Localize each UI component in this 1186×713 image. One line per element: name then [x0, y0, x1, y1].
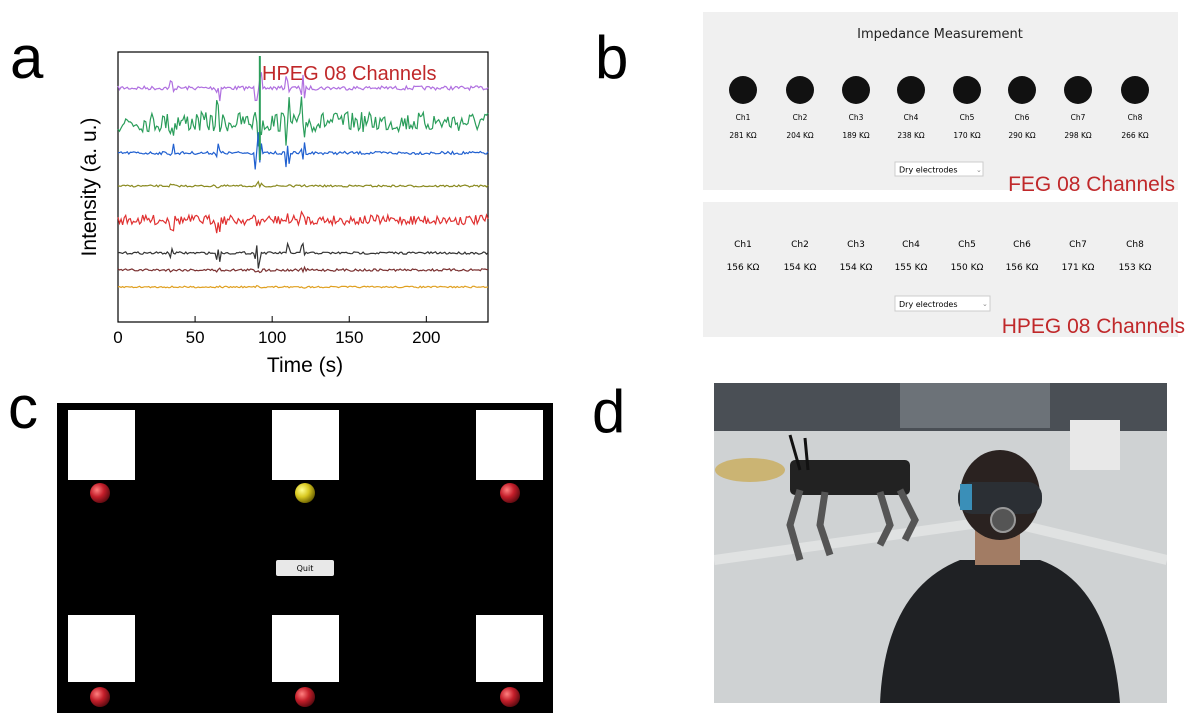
game-panel: Quit — [57, 403, 553, 713]
ball — [295, 483, 315, 503]
channel-name: Ch7 — [1071, 113, 1086, 122]
ball — [90, 483, 110, 503]
ball — [295, 687, 315, 707]
channel-indicator — [786, 76, 814, 104]
dropdown-arrow: ⌄ — [976, 167, 982, 174]
trace — [118, 182, 488, 188]
channel-impedance: 298 KΩ — [1064, 131, 1092, 140]
channel-name: Ch7 — [1069, 240, 1087, 250]
channel-indicator — [1121, 76, 1149, 104]
channel-impedance: 281 KΩ — [729, 131, 757, 140]
channel-indicator — [842, 76, 870, 104]
dropdown-text: Dry electrodes — [899, 166, 958, 175]
channel-impedance: 155 KΩ — [895, 263, 928, 273]
channel-indicator — [897, 76, 925, 104]
dropdown-text: Dry electrodes — [899, 300, 958, 309]
channel-name: Ch2 — [791, 240, 809, 250]
hpeg-label: HPEG 08 Channels — [1002, 315, 1185, 338]
channel-name: Ch1 — [736, 113, 751, 122]
channel-name: Ch2 — [793, 113, 808, 122]
stimulus-square — [272, 410, 339, 480]
stimulus-square — [68, 615, 135, 682]
stimulus-square — [272, 615, 339, 682]
channel-impedance: 290 KΩ — [1008, 131, 1036, 140]
channel-name: Ch8 — [1128, 113, 1143, 122]
x-tick-label: 50 — [186, 328, 205, 347]
x-axis-label: Time (s) — [267, 354, 343, 377]
channel-impedance: 156 KΩ — [1006, 263, 1039, 273]
y-axis-label: Intensity (a. u.) — [78, 118, 101, 257]
channel-name: Ch5 — [958, 240, 976, 250]
impedance-title: Impedance Measurement — [857, 27, 1023, 42]
ball — [500, 483, 520, 503]
trace — [118, 286, 488, 289]
channel-impedance: 153 KΩ — [1119, 263, 1152, 273]
channel-name: Ch3 — [847, 240, 865, 250]
channel-indicator — [1008, 76, 1036, 104]
channel-impedance: 266 KΩ — [1121, 131, 1149, 140]
channel-name: Ch6 — [1015, 113, 1030, 122]
panel-label: c — [8, 374, 38, 441]
channel-name: Ch4 — [902, 240, 920, 250]
figure: a b c d HPEG 08 Channels Time (s) Intens… — [0, 0, 1186, 713]
channel-impedance: 156 KΩ — [727, 263, 760, 273]
channel-indicator — [1064, 76, 1092, 104]
trace — [118, 212, 488, 233]
stimulus-square — [68, 410, 135, 480]
x-tick-label: 0 — [113, 328, 122, 347]
x-tick-label: 100 — [258, 328, 286, 347]
dropdown-arrow: ⌄ — [982, 301, 988, 308]
channel-name: Ch1 — [734, 240, 752, 250]
channel-impedance: 171 KΩ — [1062, 263, 1095, 273]
chart: HPEG 08 Channels Time (s) Intensity (a. … — [78, 52, 488, 377]
channel-impedance: 238 KΩ — [897, 131, 925, 140]
channel-impedance: 154 KΩ — [784, 263, 817, 273]
channel-name: Ch6 — [1013, 240, 1031, 250]
channel-impedance: 150 KΩ — [951, 263, 984, 273]
panel-label: b — [595, 24, 628, 91]
stimulus-square — [476, 615, 543, 682]
quit-button-text: Quit — [297, 564, 314, 573]
channel-indicator — [953, 76, 981, 104]
channel-name: Ch4 — [904, 113, 919, 122]
photo — [714, 383, 1167, 703]
channel-impedance: 204 KΩ — [786, 131, 814, 140]
channel-name: Ch3 — [849, 113, 864, 122]
ball — [500, 687, 520, 707]
trace — [118, 132, 488, 169]
panel-label: a — [10, 24, 44, 91]
trace — [118, 97, 488, 147]
trace — [118, 244, 488, 269]
panel-label: d — [592, 378, 625, 445]
feg-label: FEG 08 Channels — [1008, 173, 1175, 196]
channel-indicator — [729, 76, 757, 104]
stimulus-square — [476, 410, 543, 480]
x-tick-label: 150 — [335, 328, 363, 347]
channel-impedance: 189 KΩ — [842, 131, 870, 140]
channel-name: Ch5 — [960, 113, 975, 122]
ball — [90, 687, 110, 707]
impedance-panel: Impedance Measurement Dry electrodes ⌄ F… — [703, 12, 1185, 338]
trace — [118, 267, 488, 272]
x-tick-label: 200 — [412, 328, 440, 347]
channel-name: Ch8 — [1126, 240, 1144, 250]
channel-impedance: 170 KΩ — [953, 131, 981, 140]
channel-impedance: 154 KΩ — [840, 263, 873, 273]
